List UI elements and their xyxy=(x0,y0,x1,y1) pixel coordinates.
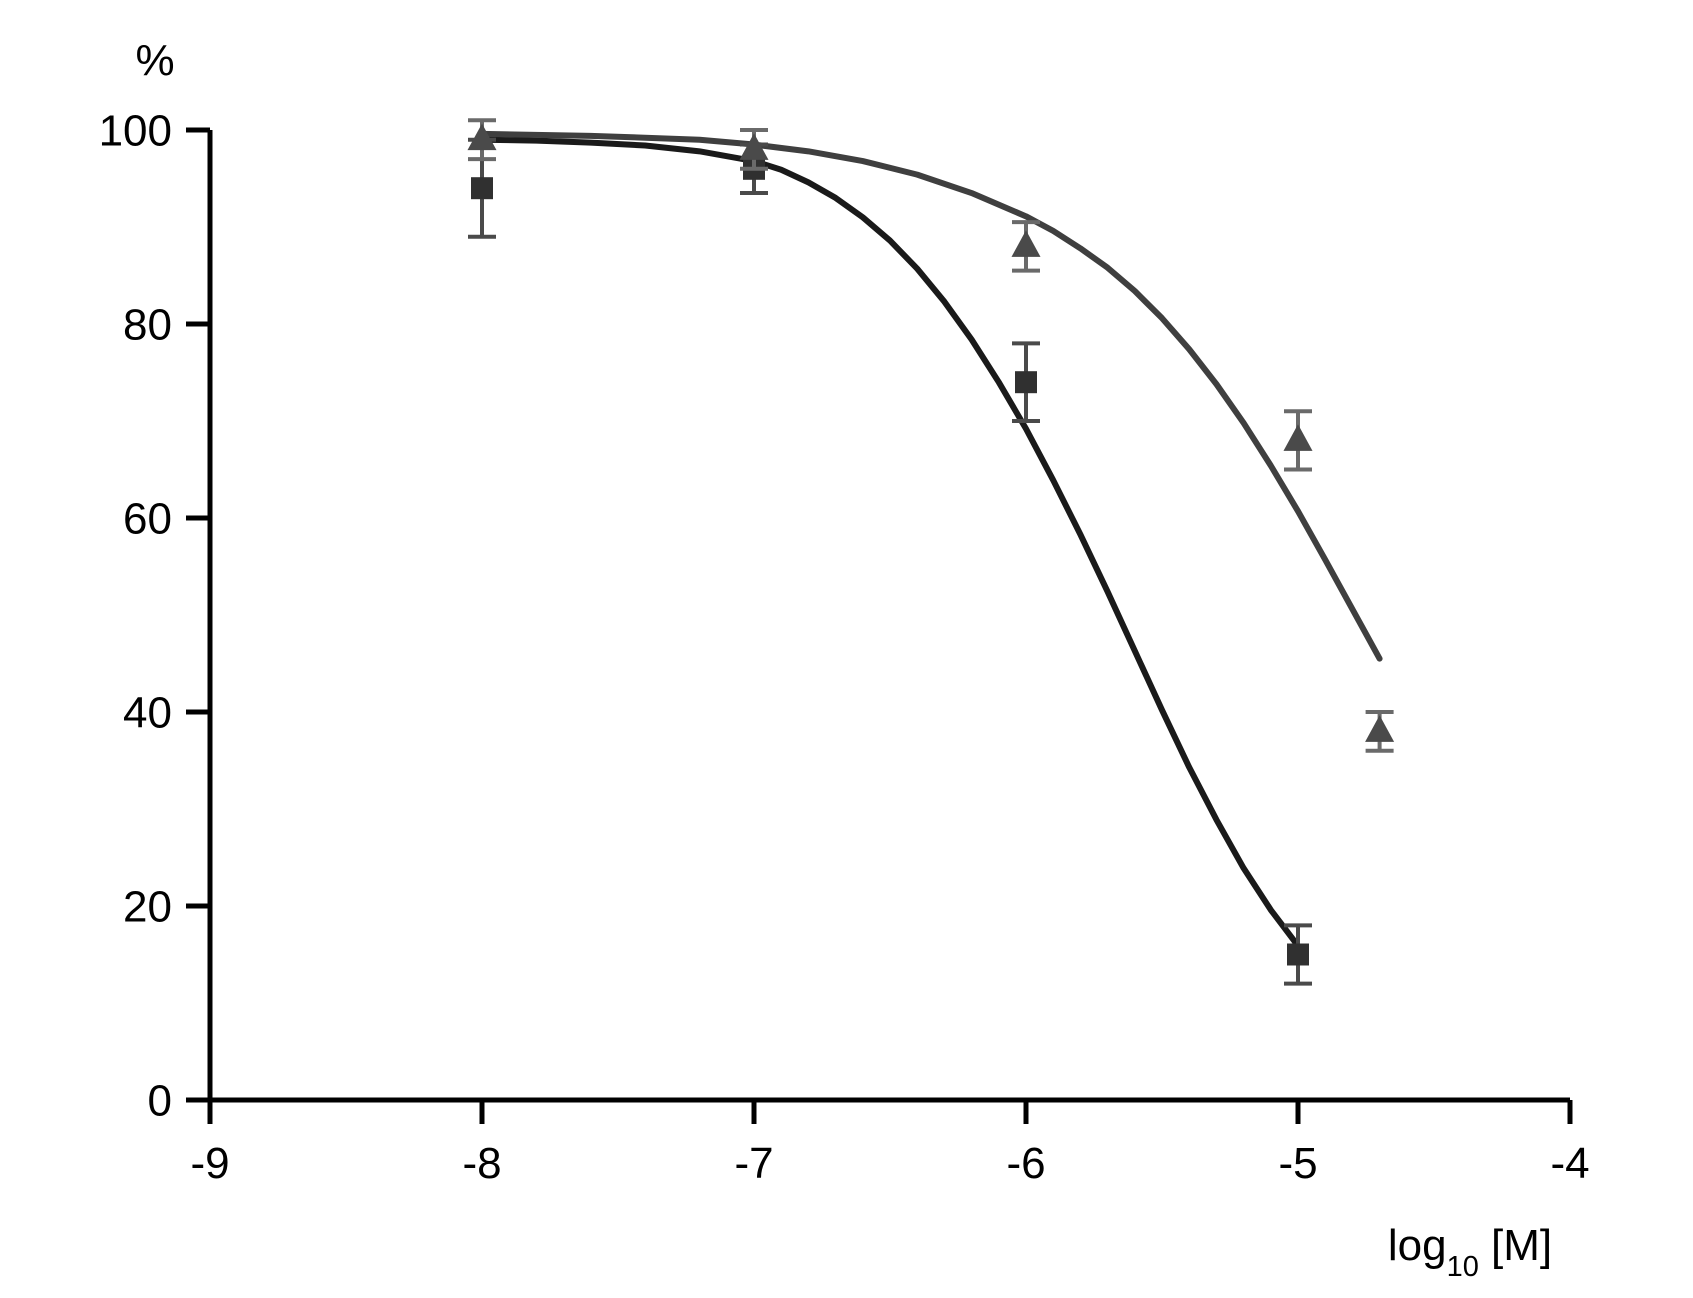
chart-svg: -9-8-7-6-5-4020406080100%log10 [M] xyxy=(0,0,1693,1298)
dose-response-chart: -9-8-7-6-5-4020406080100%log10 [M] xyxy=(0,0,1693,1298)
x-tick-label: -5 xyxy=(1278,1139,1317,1188)
x-tick-label: -6 xyxy=(1006,1139,1045,1188)
marker-square xyxy=(1287,944,1309,966)
y-axis-title: % xyxy=(135,36,174,85)
y-tick-label: 100 xyxy=(99,106,172,155)
y-tick-label: 0 xyxy=(148,1076,172,1125)
x-tick-label: -7 xyxy=(734,1139,773,1188)
y-tick-label: 80 xyxy=(123,300,172,349)
x-tick-label: -8 xyxy=(462,1139,501,1188)
y-tick-label: 40 xyxy=(123,688,172,737)
marker-square xyxy=(1015,371,1037,393)
x-tick-label: -9 xyxy=(190,1139,229,1188)
x-tick-label: -4 xyxy=(1550,1139,1589,1188)
y-tick-label: 60 xyxy=(123,494,172,543)
marker-square xyxy=(471,177,493,199)
y-tick-label: 20 xyxy=(123,882,172,931)
